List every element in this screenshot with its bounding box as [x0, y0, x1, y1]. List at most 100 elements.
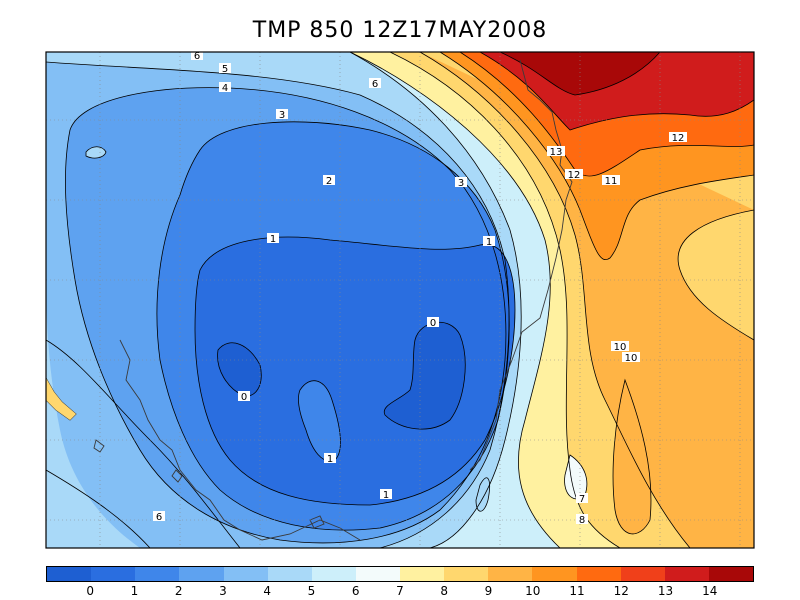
svg-text:5: 5 — [222, 64, 228, 75]
svg-text:2: 2 — [326, 176, 332, 187]
svg-text:12: 12 — [672, 133, 685, 144]
contour-label: 6 — [153, 511, 165, 523]
colorbar-label: 2 — [174, 584, 183, 598]
svg-text:11: 11 — [605, 176, 618, 187]
contour-line-9 — [389, 52, 621, 548]
contour-line-10b — [612, 378, 652, 535]
svg-text:8: 8 — [579, 515, 585, 526]
contour-label: 1 — [267, 233, 279, 245]
colorbar-label: 5 — [307, 584, 316, 598]
svg-text:1: 1 — [327, 454, 333, 465]
colorbar-swatch — [267, 567, 312, 581]
colorbar-swatch — [91, 567, 136, 581]
svg-text:1: 1 — [383, 490, 389, 501]
colorbar-label: 11 — [569, 584, 585, 598]
contour-line-14 — [499, 52, 661, 96]
contour-label: 0 — [427, 317, 439, 329]
contour-label: 6 — [191, 50, 203, 62]
contour-labels: 6 5 4 3 2 1 0 3 1 0 1 1 6 13 12 11 12 10… — [153, 50, 687, 526]
contour-line-1 — [194, 236, 516, 506]
svg-text:10: 10 — [625, 353, 638, 364]
contour-label: 8 — [576, 514, 588, 526]
svg-text:6: 6 — [372, 79, 378, 90]
svg-text:4: 4 — [222, 83, 228, 94]
svg-text:10: 10 — [614, 342, 627, 353]
map-frame — [45, 51, 755, 549]
contour-label: 3 — [276, 109, 288, 121]
contour-label: 5 — [219, 63, 231, 75]
contour-label: 10 — [611, 341, 629, 353]
coastline-islet-b — [171, 469, 183, 483]
coastline-east — [469, 59, 573, 471]
svg-text:12: 12 — [568, 170, 581, 181]
colorbar-swatch — [664, 567, 709, 581]
contour-line-6b — [46, 469, 151, 548]
colorbar-swatch — [620, 567, 665, 581]
contour-label: 11 — [602, 175, 620, 187]
contour-line-5 — [46, 61, 510, 548]
contour-line-2 — [156, 121, 510, 531]
colorbar-label: 3 — [219, 584, 227, 598]
contour-label: 12 — [565, 169, 583, 181]
contour-label: 4 — [219, 82, 231, 94]
contour-label: 6 — [369, 78, 381, 90]
band-fill-5-cell-e — [476, 477, 490, 512]
svg-text:0: 0 — [430, 318, 436, 329]
contour-line-5d — [85, 146, 107, 159]
colorbar-label: 6 — [351, 584, 360, 598]
band-fill-0-cell-b — [217, 342, 262, 396]
contour-line-13 — [479, 52, 754, 131]
contour-line-8 — [349, 52, 561, 548]
contour-line-11 — [439, 52, 754, 260]
colorbar-swatch — [223, 567, 268, 581]
svg-text:0: 0 — [241, 392, 247, 403]
contour-label: 1 — [324, 453, 336, 465]
band-fill-0-cell-a — [384, 322, 466, 430]
colorbar-swatch — [355, 567, 400, 581]
lat-lon-grid — [46, 52, 754, 548]
colorbar-swatch — [311, 567, 356, 581]
svg-text:7: 7 — [579, 494, 585, 505]
colorbar-label: 7 — [396, 584, 404, 598]
colorbar-label: 10 — [525, 584, 541, 598]
svg-text:13: 13 — [550, 147, 563, 158]
colorbar — [46, 566, 754, 582]
contour-label: 7 — [576, 493, 588, 505]
colorbar-swatch — [576, 567, 621, 581]
contour-label: 1 — [483, 236, 495, 248]
contour-line-10-east — [677, 209, 754, 341]
contour-line-10 — [419, 52, 691, 548]
band-fill-10b — [613, 380, 651, 534]
map-title: TMP 850 12Z17MAY2008 — [252, 18, 548, 43]
svg-text:3: 3 — [279, 110, 285, 121]
colorbar-swatch — [47, 567, 92, 581]
svg-text:6: 6 — [156, 512, 162, 523]
colorbar-label: 14 — [702, 584, 718, 598]
colorbar-label: 0 — [86, 584, 95, 598]
coastline-islet-c — [309, 515, 325, 529]
colorbar-label: 8 — [440, 584, 449, 598]
colorbar-label: 13 — [657, 584, 674, 598]
band-fill-1-cell-c — [298, 380, 341, 461]
colorbar-swatch — [532, 567, 577, 581]
contour-label: 3 — [455, 177, 467, 189]
contour-label: 13 — [547, 146, 565, 158]
svg-text:6: 6 — [194, 51, 200, 62]
band-fill-1 — [195, 237, 515, 505]
contour-line-0a — [383, 321, 466, 430]
band-fill-14 — [500, 52, 660, 95]
colorbar-swatch — [400, 567, 445, 581]
contour-label: 10 — [622, 352, 640, 364]
svg-text:1: 1 — [486, 237, 492, 248]
contour-line-4 — [46, 52, 522, 548]
svg-text:1: 1 — [270, 234, 276, 245]
contour-label: 0 — [238, 391, 250, 403]
coastline-west — [119, 339, 361, 541]
colorbar-label: 4 — [263, 584, 272, 598]
contour-label: 12 — [669, 132, 687, 144]
contour-label: 2 — [323, 175, 335, 187]
colorbar-label: 1 — [130, 584, 139, 598]
coastline-fill-island — [46, 378, 76, 420]
colorbar-swatch — [135, 567, 180, 581]
